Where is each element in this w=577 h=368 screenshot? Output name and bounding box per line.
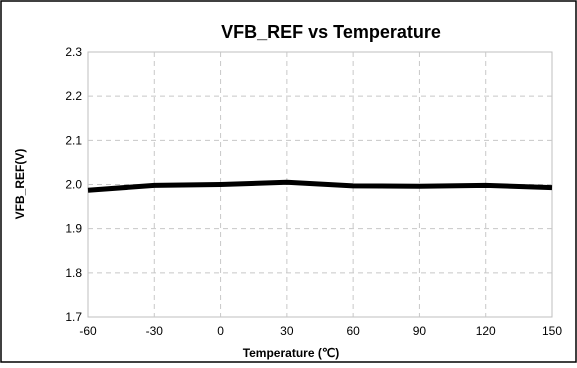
y-axis-ticks: 1.7 1.8 1.9 2.0 2.1 2.2 2.3 [65,45,82,324]
x-tick-label: 90 [413,324,427,338]
x-tick-label: 120 [476,324,496,338]
x-tick-label: 150 [542,324,562,338]
grid-lines [88,52,552,317]
y-tick-label: 2.3 [65,45,82,59]
y-tick-label: 2.0 [65,178,82,192]
x-axis-ticks: -60 -30 0 30 60 90 120 150 [79,324,562,338]
x-tick-label: -30 [146,324,164,338]
x-tick-label: 0 [217,324,224,338]
x-tick-label: 60 [346,324,360,338]
y-tick-label: 2.1 [65,133,82,147]
x-tick-label: 30 [280,324,294,338]
series-layer [87,179,553,193]
y-tick-label: 1.8 [65,266,82,280]
y-tick-label: 1.9 [65,222,82,236]
x-axis-title: Temperature (℃) [243,346,340,360]
series-line [87,179,553,193]
chart-title: VFB_REF vs Temperature [221,22,441,42]
y-axis-title: VFB_REF(V) [13,149,27,220]
x-tick-label: -60 [79,324,97,338]
y-tick-label: 1.7 [65,310,82,324]
y-tick-label: 2.2 [65,89,82,103]
